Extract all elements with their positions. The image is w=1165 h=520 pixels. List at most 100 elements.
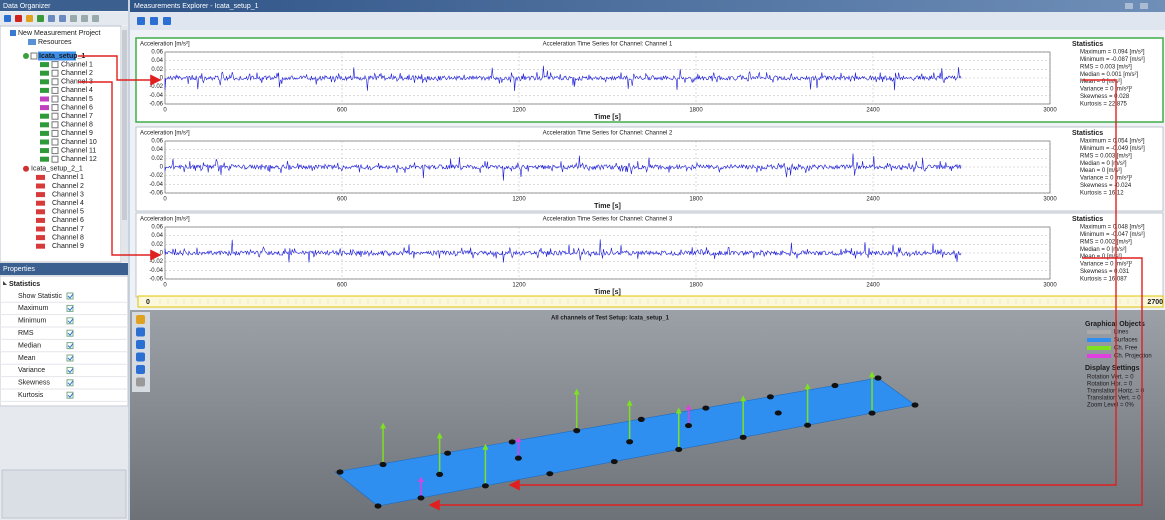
- x-tick-label: 2400: [866, 283, 880, 289]
- tree-project[interactable]: New Measurement Project: [18, 30, 101, 37]
- toolbar-button[interactable]: [92, 15, 99, 22]
- folder-icon: [28, 39, 36, 45]
- tree-channel[interactable]: Channel 8: [61, 122, 93, 129]
- timeline-start: 0: [146, 299, 150, 306]
- checkbox[interactable]: [52, 79, 58, 85]
- tree-resources[interactable]: Resources: [38, 39, 72, 46]
- property-name: Median: [18, 342, 41, 349]
- toolbar-button[interactable]: [137, 17, 145, 25]
- view-tool-button[interactable]: [136, 340, 145, 349]
- checkbox[interactable]: [52, 122, 58, 128]
- tree-channel[interactable]: Channel 8: [52, 234, 84, 241]
- stats-title: Statistics: [1072, 41, 1103, 48]
- toolbar-button[interactable]: [70, 15, 77, 22]
- tree-channel[interactable]: Channel 2: [61, 70, 93, 77]
- checkbox[interactable]: [31, 53, 37, 59]
- tree-channel[interactable]: Channel 7: [61, 113, 93, 120]
- view-tool-button[interactable]: [136, 328, 145, 337]
- window-button[interactable]: [1125, 3, 1133, 9]
- tree-channel[interactable]: Channel 2: [52, 183, 84, 190]
- tree-channel[interactable]: Channel 11: [61, 147, 96, 154]
- tree-channel[interactable]: Channel 12: [61, 156, 97, 163]
- toolbar-button[interactable]: [81, 15, 88, 22]
- tree-channel[interactable]: Channel 1: [61, 61, 93, 68]
- checkbox[interactable]: [52, 130, 58, 136]
- x-tick-label: 3000: [1043, 108, 1057, 114]
- tree-channel[interactable]: Channel 4: [61, 87, 93, 94]
- sensor-node: [626, 439, 633, 444]
- channel-icon: [36, 201, 45, 206]
- scroll-thumb[interactable]: [122, 30, 127, 220]
- checkbox[interactable]: [52, 139, 58, 145]
- legend-item: Ch. Free: [1114, 346, 1138, 352]
- channel-icon: [36, 244, 45, 249]
- checkbox[interactable]: [52, 105, 58, 111]
- checkbox[interactable]: [52, 96, 58, 102]
- x-tick-label: 2400: [866, 197, 880, 203]
- toolbar-button[interactable]: [4, 15, 11, 22]
- channel-icon: [36, 192, 45, 197]
- settings-item: Zoom Level = 0%: [1087, 403, 1135, 409]
- checkbox[interactable]: [52, 87, 58, 93]
- sensor-node: [444, 451, 451, 456]
- toolbar-button[interactable]: [15, 15, 22, 22]
- x-tick-label: 600: [337, 197, 348, 203]
- channel-icon: [36, 184, 45, 189]
- view-title: All channels of Test Setup: Icata_setup_…: [551, 316, 670, 322]
- window-button[interactable]: [1140, 3, 1148, 9]
- stat-line: Median = 0 [m/s²]: [1080, 247, 1127, 253]
- y-tick-label: -0.06: [149, 191, 163, 197]
- y-axis-label: Acceleration [m/s²]: [140, 42, 190, 48]
- y-tick-label: -0.04: [149, 268, 163, 274]
- tree-channel[interactable]: Channel 6: [61, 104, 93, 111]
- stat-line: Skewness = 0.031: [1080, 269, 1130, 275]
- tree-setup[interactable]: Icata_setup_2_1: [31, 166, 83, 173]
- sensor-node: [767, 394, 774, 399]
- checkbox[interactable]: [52, 70, 58, 76]
- y-tick-label: 0.04: [151, 233, 163, 239]
- x-tick-label: 3000: [1043, 283, 1057, 289]
- checkbox[interactable]: [52, 113, 58, 119]
- toolbar-button[interactable]: [163, 17, 171, 25]
- toolbar-button[interactable]: [150, 17, 158, 25]
- property-name: Mean: [18, 355, 36, 362]
- sensor-node: [375, 503, 382, 508]
- stats-title: Statistics: [1072, 130, 1103, 137]
- y-tick-label: 0.04: [151, 58, 163, 64]
- toolbar-button[interactable]: [59, 15, 66, 22]
- timeline[interactable]: [138, 296, 1163, 307]
- toolbar-button[interactable]: [37, 15, 44, 22]
- toolbar-button[interactable]: [26, 15, 33, 22]
- window-title: Measurements Explorer - Icata_setup_1: [134, 3, 259, 10]
- stats-title: Statistics: [1072, 216, 1103, 223]
- tree-channel[interactable]: Channel 6: [52, 217, 84, 224]
- tree-channel[interactable]: Channel 3: [52, 191, 84, 198]
- tree-channel[interactable]: Channel 1: [52, 174, 84, 181]
- y-tick-label: -0.06: [149, 102, 163, 108]
- channel-icon: [40, 62, 49, 67]
- legend-swatch: [1087, 346, 1111, 350]
- checkbox[interactable]: [52, 62, 58, 68]
- view-tool-button[interactable]: [136, 365, 145, 374]
- property-name: Skewness: [18, 380, 50, 387]
- tree-channel[interactable]: Channel 7: [52, 226, 84, 233]
- channel-icon: [36, 235, 45, 240]
- tree-channel[interactable]: Channel 5: [61, 96, 93, 103]
- channel-icon: [40, 148, 49, 153]
- tree-channel[interactable]: Channel 5: [52, 209, 84, 216]
- checkbox[interactable]: [52, 156, 58, 162]
- sensor-node: [509, 439, 516, 444]
- tree-channel[interactable]: Channel 9: [52, 243, 84, 250]
- tree-channel[interactable]: Channel 10: [61, 139, 97, 146]
- checkbox[interactable]: [52, 148, 58, 154]
- tree-channel[interactable]: Channel 4: [52, 200, 84, 207]
- tree-channel[interactable]: Channel 9: [61, 130, 93, 137]
- view-tool-button[interactable]: [136, 315, 145, 324]
- sensor-node: [685, 423, 692, 428]
- project-icon: [10, 30, 16, 36]
- toolbar-button[interactable]: [48, 15, 55, 22]
- legend-swatch: [1087, 354, 1111, 358]
- property-name: Maximum: [18, 305, 49, 312]
- view-tool-button[interactable]: [136, 378, 145, 387]
- view-tool-button[interactable]: [136, 353, 145, 362]
